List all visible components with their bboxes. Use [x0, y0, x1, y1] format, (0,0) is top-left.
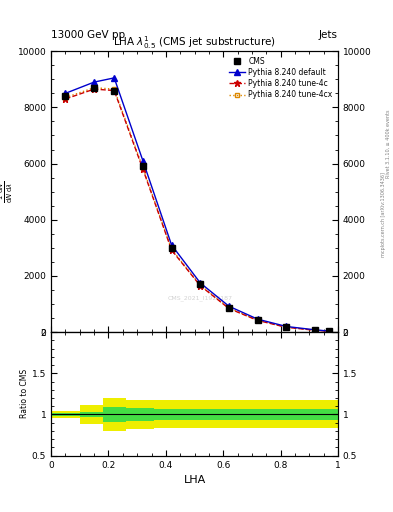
Bar [80, 404, 103, 424]
Bar [212, 400, 241, 429]
Bar [321, 409, 338, 420]
X-axis label: LHA: LHA [184, 475, 206, 485]
Bar [298, 409, 321, 420]
Bar [126, 408, 154, 421]
Text: Rivet 3.1.10, ≥ 400k events: Rivet 3.1.10, ≥ 400k events [386, 109, 391, 178]
Bar [80, 412, 103, 417]
Bar [269, 400, 298, 429]
Bar [321, 400, 338, 429]
Title: LHA $\lambda^{1}_{0.5}$ (CMS jet substructure): LHA $\lambda^{1}_{0.5}$ (CMS jet substru… [113, 34, 276, 51]
Bar [183, 400, 212, 429]
Bar [103, 407, 126, 422]
Bar [154, 409, 183, 420]
Bar [154, 400, 183, 429]
Bar [51, 413, 80, 416]
Text: Jets: Jets [319, 30, 338, 40]
Bar [212, 409, 241, 420]
Legend: CMS, Pythia 8.240 default, Pythia 8.240 tune-4c, Pythia 8.240 tune-4cx: CMS, Pythia 8.240 default, Pythia 8.240 … [226, 53, 336, 102]
Y-axis label: $\frac{1}{\mathrm{d}N}\frac{\mathrm{d}N}{\mathrm{d}\lambda}$: $\frac{1}{\mathrm{d}N}\frac{\mathrm{d}N}… [0, 181, 15, 203]
Bar [269, 409, 298, 420]
Bar [126, 400, 154, 430]
Bar [103, 398, 126, 431]
Text: mcplots.cern.ch [arXiv:1306.3436]: mcplots.cern.ch [arXiv:1306.3436] [381, 173, 386, 258]
Bar [183, 409, 212, 420]
Bar [241, 400, 269, 429]
Text: 13000 GeV pp: 13000 GeV pp [51, 30, 125, 40]
Bar [298, 400, 321, 429]
Text: CMS_2021_I1920187: CMS_2021_I1920187 [168, 295, 233, 301]
Y-axis label: Ratio to CMS: Ratio to CMS [20, 369, 29, 418]
Bar [51, 411, 80, 418]
Bar [241, 409, 269, 420]
